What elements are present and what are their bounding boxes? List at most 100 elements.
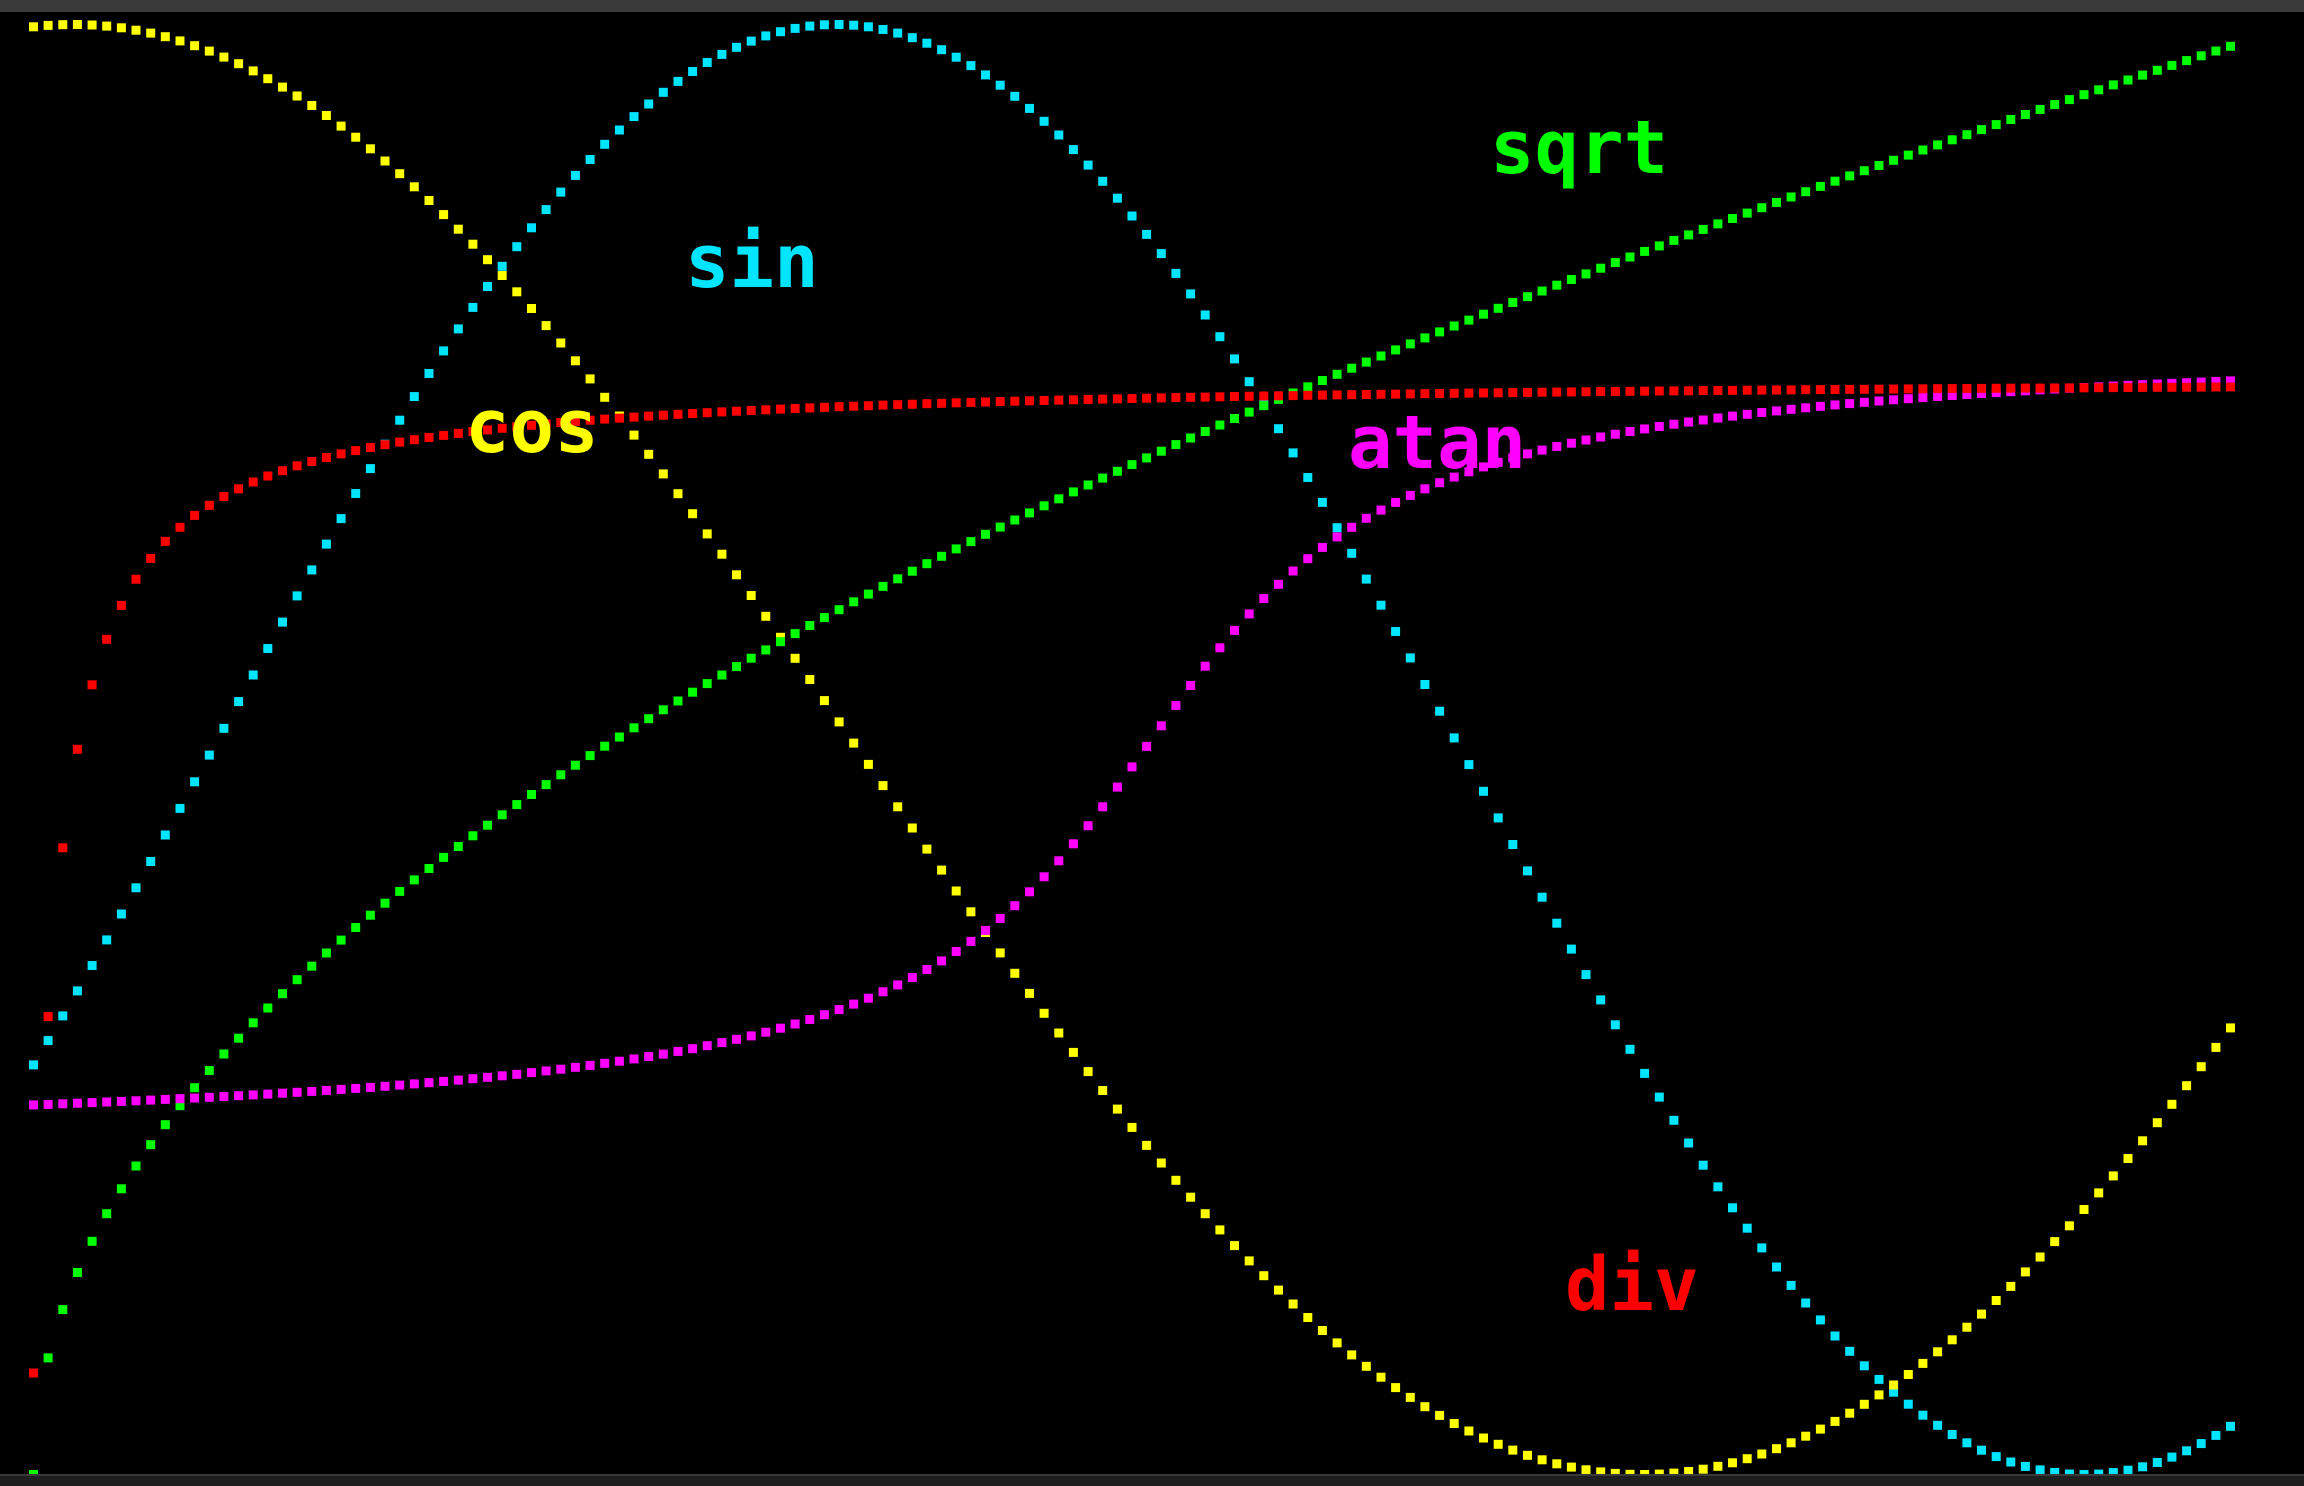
point-sin: [1801, 1298, 1811, 1308]
point-atan: [1610, 429, 1620, 439]
point-atan: [1376, 505, 1386, 515]
point-sin: [1566, 944, 1576, 954]
point-atan: [160, 1094, 170, 1104]
point-sin: [1889, 1387, 1899, 1397]
point-div: [43, 1012, 53, 1022]
point-sqrt: [849, 597, 859, 607]
point-sin: [819, 20, 829, 30]
point-sin: [58, 1011, 68, 1021]
point-cos: [29, 22, 38, 32]
point-sin: [1479, 786, 1488, 796]
point-sqrt: [1376, 351, 1386, 361]
point-atan: [1977, 389, 1986, 398]
point-sin: [1010, 91, 1020, 101]
point-div: [1830, 385, 1840, 394]
point-sqrt: [2196, 51, 2206, 61]
point-cos: [175, 36, 185, 46]
point-div: [2167, 382, 2177, 392]
point-cos: [1889, 1380, 1899, 1390]
point-cos: [1303, 1313, 1313, 1322]
point-sqrt: [2006, 115, 2016, 124]
point-sin: [644, 99, 654, 109]
point-sin: [893, 28, 903, 38]
point-sqrt: [776, 637, 785, 647]
point-sqrt: [1991, 120, 2001, 130]
point-atan: [1083, 821, 1093, 831]
point-cos: [336, 121, 346, 131]
point-div: [1977, 383, 1986, 393]
point-atan: [1757, 408, 1767, 417]
point-atan: [1830, 400, 1840, 410]
point-atan: [2211, 377, 2221, 386]
point-sin: [292, 591, 302, 601]
point-sin: [1698, 1160, 1708, 1170]
point-sin: [1288, 448, 1298, 458]
point-sqrt: [1962, 130, 1972, 140]
point-cos: [72, 20, 82, 29]
point-atan: [58, 1099, 68, 1109]
point-sin: [995, 80, 1005, 90]
point-sqrt: [1523, 292, 1532, 302]
point-div: [1039, 396, 1049, 405]
point-sqrt: [2050, 100, 2060, 110]
point-sqrt: [1347, 363, 1357, 373]
point-div: [1669, 386, 1679, 396]
point-cos: [307, 101, 317, 110]
point-cos: [58, 20, 68, 30]
point-sqrt: [995, 522, 1005, 532]
point-sqrt: [1977, 125, 1986, 135]
point-sqrt: [1010, 515, 1020, 525]
point-atan: [981, 925, 990, 935]
point-div: [1786, 385, 1796, 395]
point-sqrt: [175, 1101, 185, 1111]
point-sqrt: [102, 1209, 112, 1219]
point-cos: [527, 304, 536, 313]
point-sin: [1786, 1280, 1796, 1290]
point-sqrt: [981, 529, 990, 539]
point-sqrt: [746, 653, 756, 663]
point-sin: [72, 986, 82, 996]
point-cos: [1903, 1370, 1913, 1379]
point-sqrt: [1464, 315, 1474, 325]
point-atan: [336, 1084, 346, 1094]
point-sqrt: [1230, 414, 1239, 423]
point-sqrt: [424, 864, 434, 873]
point-div: [966, 397, 976, 407]
point-sin: [2152, 1458, 2162, 1467]
point-sin: [658, 87, 668, 97]
point-sin: [1815, 1315, 1825, 1325]
point-div: [395, 437, 405, 447]
point-div: [29, 1368, 38, 1378]
point-atan: [1566, 438, 1576, 448]
point-sin: [1361, 574, 1371, 584]
point-sqrt: [1772, 197, 1781, 207]
point-sin: [849, 20, 859, 30]
point-div: [776, 404, 785, 414]
point-atan: [409, 1079, 419, 1089]
point-div: [1889, 384, 1899, 394]
point-cos: [409, 182, 419, 192]
point-atan: [1859, 397, 1869, 407]
point-atan: [1054, 856, 1064, 866]
point-div: [2094, 383, 2104, 393]
point-cos: [937, 865, 947, 875]
point-atan: [453, 1075, 463, 1085]
point-sqrt: [1083, 480, 1093, 490]
point-div: [2152, 382, 2162, 392]
point-sin: [1669, 1115, 1679, 1125]
point-cos: [1332, 1338, 1342, 1348]
point-div: [585, 415, 595, 425]
point-sin: [1508, 840, 1518, 849]
point-div: [834, 402, 844, 412]
point-sqrt: [1142, 453, 1152, 463]
point-cos: [1874, 1390, 1884, 1400]
point-div: [483, 425, 492, 435]
point-sqrt: [2079, 90, 2089, 100]
window-top-bar: [0, 0, 2304, 12]
point-div: [336, 449, 346, 459]
point-atan: [2196, 377, 2206, 387]
point-div: [1156, 393, 1166, 403]
point-cos: [1200, 1209, 1210, 1219]
point-cos: [1376, 1372, 1386, 1382]
point-sqrt: [204, 1066, 214, 1075]
